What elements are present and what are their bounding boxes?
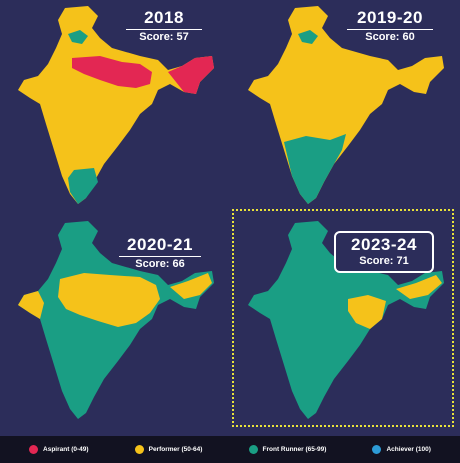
year-title: 2023-24 [351,235,417,254]
score-label: Score: 57 [139,31,189,43]
highlight-frame [232,209,454,427]
north-tip [298,30,318,44]
title-divider [118,256,202,257]
northeast-region [396,275,442,299]
legend-label: Aspirant (0-49) [43,446,89,453]
year-label-2023-24: 2023-24 Score: 71 [334,231,434,273]
legend-item-performer: Performer (50-64) [134,445,203,454]
west-region [18,291,44,319]
east-region [348,295,386,329]
india-map-2020-21 [18,221,214,419]
year-label-2018: 2018 Score: 57 [120,8,208,44]
legend-dot-aspirant [29,445,39,454]
map-base [248,221,444,419]
india-map-2023-24 [248,221,444,419]
title-divider [126,29,202,30]
year-label-2019-20: 2019-20 Score: 60 [340,8,440,44]
india-map-2018 [18,6,214,204]
legend-label: Front Runner (65-99) [262,446,327,453]
india-map-2019-20 [248,6,444,204]
legend-dot-front-runner [248,445,258,454]
legend-dot-performer [134,445,144,454]
map-base [18,6,214,204]
map-panel-2020-21: 2020-21 Score: 66 [0,215,230,435]
legend: Aspirant (0-49) Performer (50-64) Front … [0,436,460,463]
legend-item-front-runner: Front Runner (65-99) [248,445,327,454]
central-region [58,273,160,327]
northeast-region [168,56,214,94]
north-tip [68,30,88,44]
northeast-region [170,273,212,299]
legend-item-aspirant: Aspirant (0-49) [29,445,89,454]
map-panel-2019-20: 2019-20 Score: 60 [230,0,460,215]
legend-label: Performer (50-64) [148,446,203,453]
title-divider [347,29,433,30]
score-label: Score: 60 [365,31,415,43]
year-title: 2020-21 [127,235,193,254]
legend-item-achiever: Achiever (100) [372,445,431,454]
year-label-2020-21: 2020-21 Score: 66 [112,235,208,271]
map-panel-2023-24: 2023-24 Score: 71 [230,215,460,435]
map-panel-2018: 2018 Score: 57 [0,0,230,215]
legend-dot-achiever [372,445,382,454]
southern-region [284,134,346,204]
southern-tip [68,168,98,204]
score-label: Score: 71 [359,255,409,267]
score-label: Score: 66 [135,258,185,270]
legend-label: Achiever (100) [386,446,431,453]
north-gangetic-region [72,56,152,88]
year-title: 2019-20 [357,8,423,27]
year-title: 2018 [144,8,184,27]
